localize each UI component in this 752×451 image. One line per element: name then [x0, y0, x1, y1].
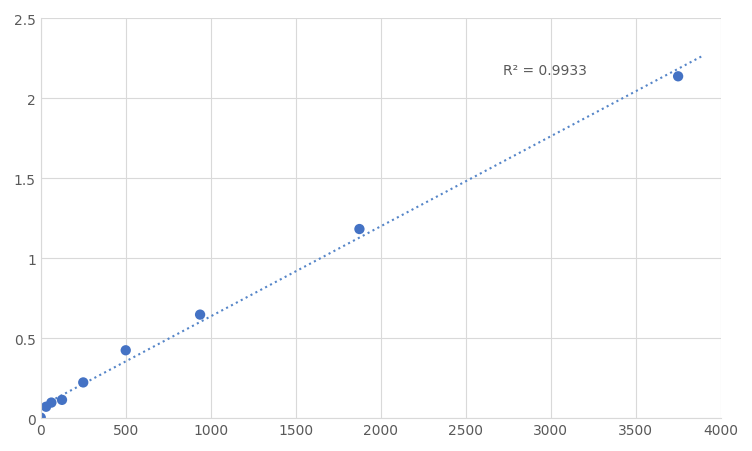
Point	[35, 414, 47, 421]
Point	[56, 396, 68, 404]
Point	[77, 379, 89, 386]
Point	[120, 347, 132, 354]
Point	[353, 226, 365, 233]
Text: R² = 0.9933: R² = 0.9933	[503, 64, 587, 78]
Point	[45, 399, 57, 406]
Point	[40, 403, 52, 410]
Point	[672, 74, 684, 81]
Point	[194, 311, 206, 318]
